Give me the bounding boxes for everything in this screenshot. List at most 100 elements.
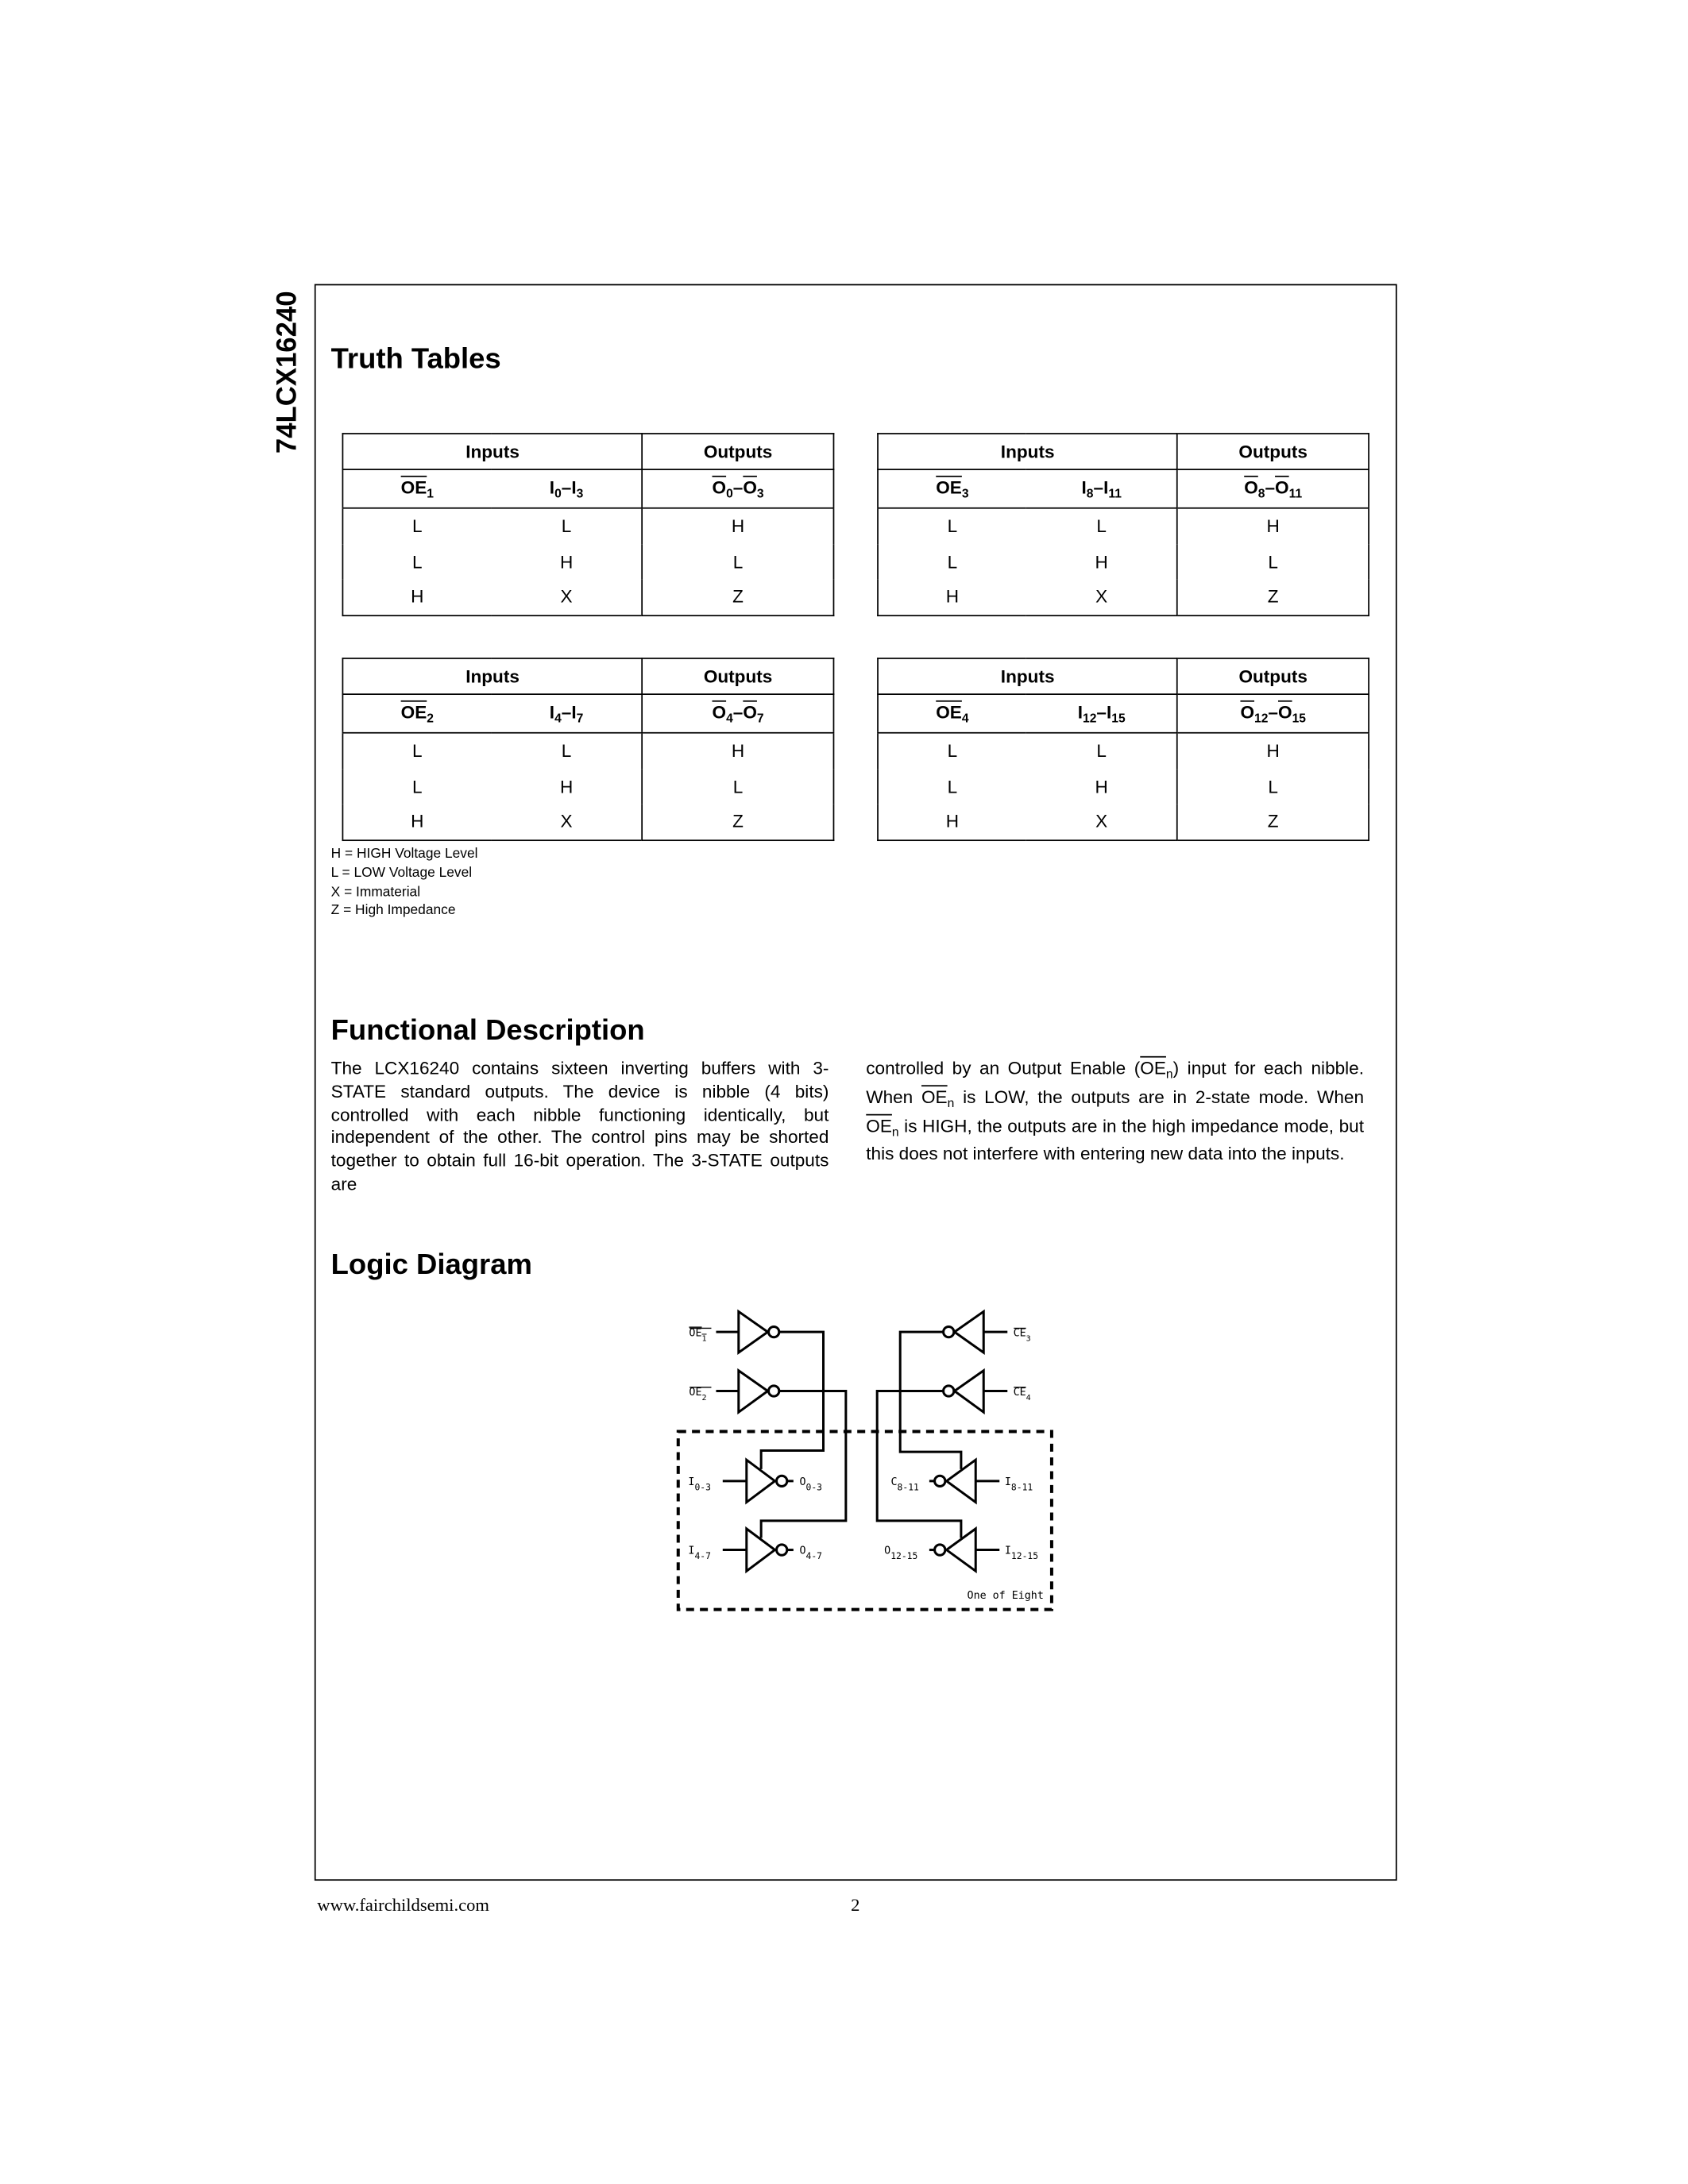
table-cell: H	[1176, 732, 1369, 769]
table-cell: L	[412, 551, 423, 573]
input-column-header: I8–I11	[1026, 469, 1178, 509]
truth-table: Inputs Outputs OE2 I4–I7 O4–O7 L L H L H L H X Z	[342, 658, 835, 841]
legend-item: L = LOW Voltage Level	[330, 865, 473, 882]
table-cell: Z	[1176, 804, 1369, 840]
table-cell: H	[945, 811, 960, 832]
input-column-header: I4–I7	[491, 694, 643, 734]
table-cell: H	[411, 811, 424, 832]
one-of-eight-caption: One of Eight	[968, 1590, 1044, 1602]
truth-table: Inputs Outputs OE4 I12–I15 O12–O15 L L H L H L H…	[877, 658, 1369, 841]
oe-signal: OE	[921, 1086, 948, 1107]
i4-7-label: I4-7	[688, 1545, 711, 1562]
input-column-header: I0–I3	[491, 469, 643, 509]
footer-url[interactable]: www.fairchildsemi.com	[317, 1894, 489, 1916]
inputs-header: Inputs	[877, 658, 1179, 695]
oe-column-header: OE1	[342, 469, 492, 509]
table-cell: H	[945, 586, 960, 608]
oe2-label: OE2	[689, 1387, 706, 1403]
table-cell: L	[1176, 543, 1369, 580]
table-cell: L	[1176, 768, 1369, 805]
table-cell: L	[641, 768, 834, 805]
inputs-header: Inputs	[342, 433, 643, 471]
i8-11-label: I8-11	[1005, 1476, 1033, 1493]
text: ) input for each nibble. When	[866, 1057, 1365, 1107]
table-cell: Z	[641, 579, 834, 615]
o8-11-label: C8-11	[891, 1476, 919, 1493]
table-cell: L	[947, 551, 958, 573]
table-cell: X	[560, 586, 573, 608]
table-cell: Z	[641, 804, 834, 840]
oe1-label: OE1	[689, 1327, 706, 1343]
output-column-header: O12–O15	[1176, 694, 1369, 734]
table-cell: H	[1095, 775, 1108, 797]
logic-diagram: OE1 OE2 CE3 CE4 I0-3 O0-3 I4-7 O4-7 C8-1…	[676, 1309, 1053, 1611]
table-cell: L	[1096, 740, 1107, 762]
table-cell: L	[947, 740, 958, 762]
oe-column-header: OE4	[878, 694, 1026, 734]
table-cell: L	[561, 740, 572, 762]
o12-15-label: O12-15	[884, 1545, 917, 1562]
truth-tables-heading: Truth Tables	[330, 343, 501, 376]
table-cell: L	[561, 515, 572, 537]
text: is HIGH, the outputs are in the high imp…	[866, 1114, 1365, 1164]
part-number-side-title: 74LCX16240	[272, 291, 303, 454]
oe-signal: OE	[866, 1114, 892, 1136]
table-cell: L	[947, 515, 958, 537]
table-cell: L	[1096, 515, 1107, 537]
oe4-label: CE4	[1014, 1387, 1031, 1403]
truth-table: Inputs Outputs OE1 I0–I3 O0–O3 L L H L H L H X Z	[342, 433, 835, 616]
truth-table-legend: H = HIGH Voltage Level L = LOW Voltage L…	[331, 845, 478, 921]
legend-item: Z = High Impedance	[330, 903, 456, 919]
legend-item: X = Immaterial	[330, 884, 421, 900]
table-cell: H	[641, 507, 834, 544]
output-column-header: O0–O3	[641, 469, 834, 509]
i12-15-label: I12-15	[1005, 1545, 1038, 1562]
text: is LOW, the outputs are in 2-state mode.…	[954, 1086, 1365, 1107]
outputs-header: Outputs	[1176, 658, 1369, 695]
table-cell: H	[1176, 507, 1369, 544]
outputs-header: Outputs	[641, 658, 835, 695]
table-cell: Z	[1176, 579, 1369, 615]
table-cell: L	[947, 775, 958, 797]
output-column-header: O8–O11	[1176, 469, 1369, 509]
subscript: n	[947, 1095, 955, 1110]
page-frame	[314, 284, 1397, 1881]
functional-description-col1: The LCX16240 contains sixteen inverting …	[330, 1057, 829, 1194]
text: controlled by an Output Enable (	[866, 1057, 1141, 1078]
oe3-label: CE3	[1014, 1327, 1031, 1343]
table-cell: H	[1095, 551, 1108, 573]
inputs-header: Inputs	[342, 658, 643, 695]
oe-column-header: OE2	[342, 694, 492, 734]
table-cell: H	[559, 775, 574, 797]
table-cell: L	[412, 775, 423, 797]
table-cell: L	[641, 543, 834, 580]
subscript: n	[1165, 1067, 1173, 1082]
table-cell: H	[411, 586, 424, 608]
subscript: n	[891, 1124, 899, 1139]
o4-7-label: O4-7	[799, 1545, 822, 1562]
inputs-header: Inputs	[877, 433, 1179, 471]
oe-signal: OE	[1140, 1057, 1166, 1078]
input-column-header: I12–I15	[1026, 694, 1178, 734]
table-cell: X	[560, 811, 573, 832]
oe-column-header: OE3	[878, 469, 1026, 509]
table-cell: X	[1095, 586, 1108, 608]
table-cell: L	[412, 515, 423, 537]
output-column-header: O4–O7	[641, 694, 834, 734]
outputs-header: Outputs	[641, 433, 835, 471]
table-cell: L	[412, 740, 423, 762]
functional-description-heading: Functional Description	[330, 1014, 645, 1047]
table-cell: H	[641, 732, 834, 769]
outputs-header: Outputs	[1176, 433, 1369, 471]
